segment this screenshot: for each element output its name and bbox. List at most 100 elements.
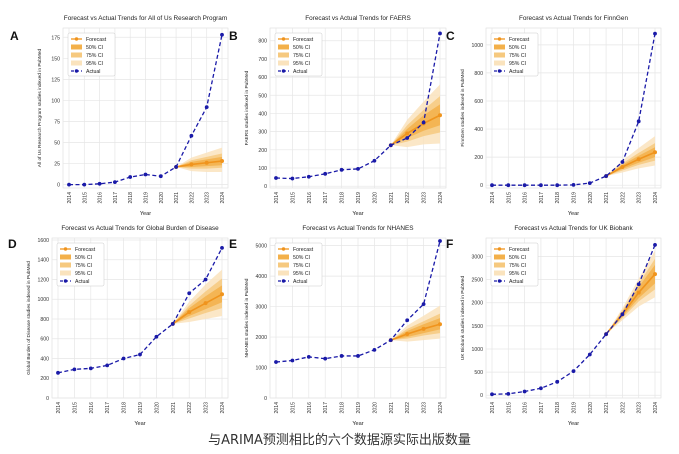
actual-point [438,31,442,36]
legend-marker [281,69,286,73]
x-tick-label: 2019 [572,402,578,414]
actual-point [604,332,608,337]
ci50-band [606,264,655,335]
actual-point [274,360,278,364]
legend-swatch [71,44,82,50]
x-tick-label: 2016 [98,192,104,204]
legend-label: Actual [86,69,100,75]
panel-title: Forecast vs Actual Trends for FAERS [305,15,411,22]
legend-swatch [60,270,71,276]
actual-point [306,354,311,359]
legend-label: 95% CI [509,271,526,277]
x-axis-label: Year [352,421,363,427]
actual-point [604,174,608,178]
y-tick-label: 1000 [255,366,267,372]
actual-point [323,356,328,361]
actual-point [97,181,102,186]
legend-swatch [494,270,505,276]
panel-title: Forecast vs Actual Trends for UK Biobank [514,225,633,232]
actual-point [220,245,224,250]
x-tick-label: 2020 [588,192,594,204]
panel-B: 0 100 200 300 400 500 600 700 800 2014 2015 2016 201… [229,15,447,217]
x-tick-label: 2016 [523,402,529,414]
ci75-band [390,96,440,146]
legend-swatch [60,254,71,260]
legend: Forecast 50% CI 75% CI 95% CI Actual [274,32,323,77]
x-tick-label: 2017 [539,402,545,414]
y-tick-label: 1000 [37,297,49,303]
actual-point [522,183,527,188]
actual-point [189,133,194,138]
legend-label: 95% CI [86,61,103,67]
y-axis-label: Global Burden of Disease studies indexed… [26,261,32,375]
x-tick-label: 2017 [113,192,119,204]
legend-label: 50% CI [86,45,103,51]
x-tick-label: 2021 [174,192,180,204]
legend-label: 75% CI [86,53,103,59]
x-tick-label: 2015 [290,402,296,414]
y-tick-label: 200 [258,148,267,154]
actual-point [587,352,592,357]
y-tick-label: 3000 [471,254,483,260]
y-tick-label: 500 [258,93,267,99]
y-tick-label: 1000 [471,347,483,353]
forecast-point [189,162,194,167]
y-tick-label: 175 [51,35,60,41]
y-tick-label: 150 [51,56,60,62]
panel-letter: A [10,29,19,43]
x-tick-label: 2020 [588,402,594,414]
x-tick-label: 2019 [356,402,362,414]
actual-point [405,318,410,323]
forecast-line [605,151,656,177]
panel-title: Forecast vs Actual Trends for NHANES [302,225,413,232]
y-tick-label: 600 [40,337,49,343]
legend-label: Forecast [86,37,107,43]
legend-label: 75% CI [75,263,92,269]
x-tick-label: 2016 [307,402,313,414]
x-tick-label: 2016 [89,402,95,414]
forecast-point [636,157,641,162]
figure-grid: 0 25 50 75 100 125 150 175 2014 2015 2016 2017 2018 2… [8,15,662,427]
y-tick-label: 0 [46,396,49,402]
x-tick-label: 2021 [604,192,610,204]
actual-point [388,143,393,148]
legend-label: Forecast [75,247,96,253]
figure-caption: 与ARIMA预测相比的六个数据源实际出版数量 [208,433,471,448]
x-tick-label: 2017 [323,192,329,204]
x-axis-label: Year [352,211,363,217]
y-tick-label: 0 [264,396,267,402]
legend-label: 75% CI [509,53,526,59]
x-tick-label: 2014 [56,402,62,414]
forecast-line [390,114,441,146]
y-tick-label: 400 [258,111,267,117]
legend-swatch [494,262,505,268]
y-tick-label: 0 [57,183,60,189]
actual-point [290,176,295,181]
actual-point [154,334,159,339]
legend-swatch [278,52,289,58]
forecast-point [204,160,209,165]
legend: Forecast 50% CI 75% CI 95% CI Actual [67,32,116,77]
legend: Forecast 50% CI 75% CI 95% CI Actual [274,242,323,287]
y-tick-label: 200 [40,376,49,382]
x-tick-label: 2018 [340,192,346,204]
ci50-band [390,104,440,146]
actual-point [105,363,110,368]
x-tick-label: 2020 [372,402,378,414]
y-tick-label: 800 [40,317,49,323]
actual-point [356,167,360,171]
x-tick-label: 2014 [490,402,496,414]
x-tick-label: 2024 [653,192,659,204]
actual-line [275,240,441,363]
y-tick-label: 400 [474,127,483,133]
legend-marker [74,69,79,73]
x-tick-label: 2015 [290,192,296,204]
y-tick-label: 0 [480,183,483,189]
actual-line [275,33,441,180]
y-tick-label: 300 [258,130,267,136]
x-tick-label: 2024 [220,192,226,204]
x-tick-label: 2022 [405,192,411,204]
panel-letter: B [229,29,238,43]
panel-title: Forecast vs Actual Trends for Global Bur… [61,225,219,232]
actual-point [405,136,410,140]
